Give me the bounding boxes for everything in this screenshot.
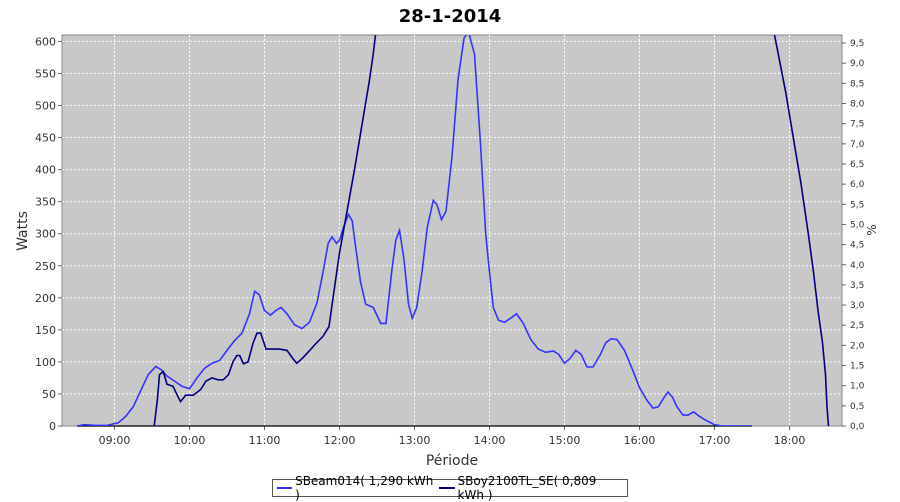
x-tick-label: 15:00 bbox=[549, 434, 581, 447]
legend-label-sboy: SBoy2100TL_SE( 0,809 kWh ) bbox=[457, 474, 597, 502]
x-axis: 09:00 10:00 11:00 12:00 13:00 14:00 15:00 16:00… bbox=[99, 426, 806, 447]
x-tick-label: 16:00 bbox=[624, 434, 656, 447]
y-right-tick-label: 8,5 bbox=[850, 79, 864, 89]
y-right-tick-label: 2,5 bbox=[850, 321, 864, 331]
x-tick-label: 17:00 bbox=[699, 434, 731, 447]
y-right-tick-label: 7,0 bbox=[850, 140, 865, 150]
y-right-tick-label: 0,0 bbox=[850, 422, 865, 432]
series-sboy2100tl-line-segment2 bbox=[773, 35, 830, 426]
series-group bbox=[76, 35, 830, 427]
y-axis-left: 0 50 100 150 200 250 300 350 400 450 500 550 600 bbox=[35, 35, 62, 433]
x-tick-label: 18:00 bbox=[774, 434, 806, 447]
y-tick-label: 100 bbox=[35, 356, 56, 369]
series-sbeam014-line bbox=[76, 35, 752, 426]
y-right-tick-label: 4,0 bbox=[850, 261, 865, 271]
y-right-tick-label: 5,0 bbox=[850, 220, 865, 230]
grid-lines bbox=[62, 35, 842, 426]
y-right-tick-label: 5,5 bbox=[850, 200, 864, 210]
y-axis-right: 0,0 0,5 1,0 1,5 2,0 2,5 3,0 3,5 4,0 4,5 5,0 5,5 6,0 6… bbox=[842, 39, 865, 432]
y-tick-label: 550 bbox=[35, 67, 56, 80]
y-tick-label: 500 bbox=[35, 100, 56, 113]
y-right-tick-label: 9,5 bbox=[850, 39, 864, 49]
y-axis-label: Watts bbox=[15, 211, 31, 251]
x-tick-label: 13:00 bbox=[399, 434, 431, 447]
legend-item-sboy: SBoy2100TL_SE( 0,809 kWh ) bbox=[439, 474, 625, 502]
y-right-tick-label: 6,5 bbox=[850, 160, 864, 170]
legend-swatch-sboy bbox=[439, 487, 455, 489]
y-tick-label: 350 bbox=[35, 196, 56, 209]
y-right-tick-label: 8,0 bbox=[850, 100, 865, 110]
y-right-tick-label: 3,0 bbox=[850, 301, 865, 311]
y-tick-label: 200 bbox=[35, 292, 56, 305]
y-right-tick-label: 7,5 bbox=[850, 120, 864, 130]
y-tick-label: 400 bbox=[35, 164, 56, 177]
legend-item-sbeam: SBeam014( 1,290 kWh ) bbox=[277, 474, 433, 502]
legend-swatch-sbeam bbox=[277, 487, 293, 489]
y-tick-label: 250 bbox=[35, 260, 56, 273]
y-tick-label: 150 bbox=[35, 324, 56, 337]
y-tick-label: 300 bbox=[35, 228, 56, 241]
y-right-tick-label: 9,0 bbox=[850, 59, 865, 69]
x-tick-label: 10:00 bbox=[174, 434, 206, 447]
x-tick-label: 11:00 bbox=[249, 434, 281, 447]
y-tick-label: 50 bbox=[42, 388, 56, 401]
y-right-tick-label: 1,0 bbox=[850, 382, 865, 392]
y-right-tick-label: 2,0 bbox=[850, 341, 865, 351]
y-right-tick-label: 1,5 bbox=[850, 362, 864, 372]
y-tick-label: 450 bbox=[35, 132, 56, 145]
x-tick-label: 14:00 bbox=[474, 434, 506, 447]
y-axis-right-label: % bbox=[865, 224, 879, 235]
y-right-tick-label: 4,5 bbox=[850, 241, 864, 251]
plot-area bbox=[61, 34, 843, 427]
y-right-tick-label: 6,0 bbox=[850, 180, 865, 190]
y-tick-label: 600 bbox=[35, 35, 56, 48]
chart-title: 28-1-2014 bbox=[399, 6, 502, 27]
legend-label-sbeam: SBeam014( 1,290 kWh ) bbox=[295, 474, 434, 502]
x-tick-label: 12:00 bbox=[324, 434, 356, 447]
legend: SBeam014( 1,290 kWh ) SBoy2100TL_SE( 0,8… bbox=[272, 474, 628, 502]
y-right-tick-label: 3,5 bbox=[850, 281, 864, 291]
x-axis-label: Période bbox=[426, 453, 478, 469]
y-tick-label: 0 bbox=[49, 420, 56, 433]
x-tick-label: 09:00 bbox=[99, 434, 131, 447]
y-right-tick-label: 0,5 bbox=[850, 402, 864, 412]
series-sboy2100tl-line bbox=[153, 35, 377, 426]
